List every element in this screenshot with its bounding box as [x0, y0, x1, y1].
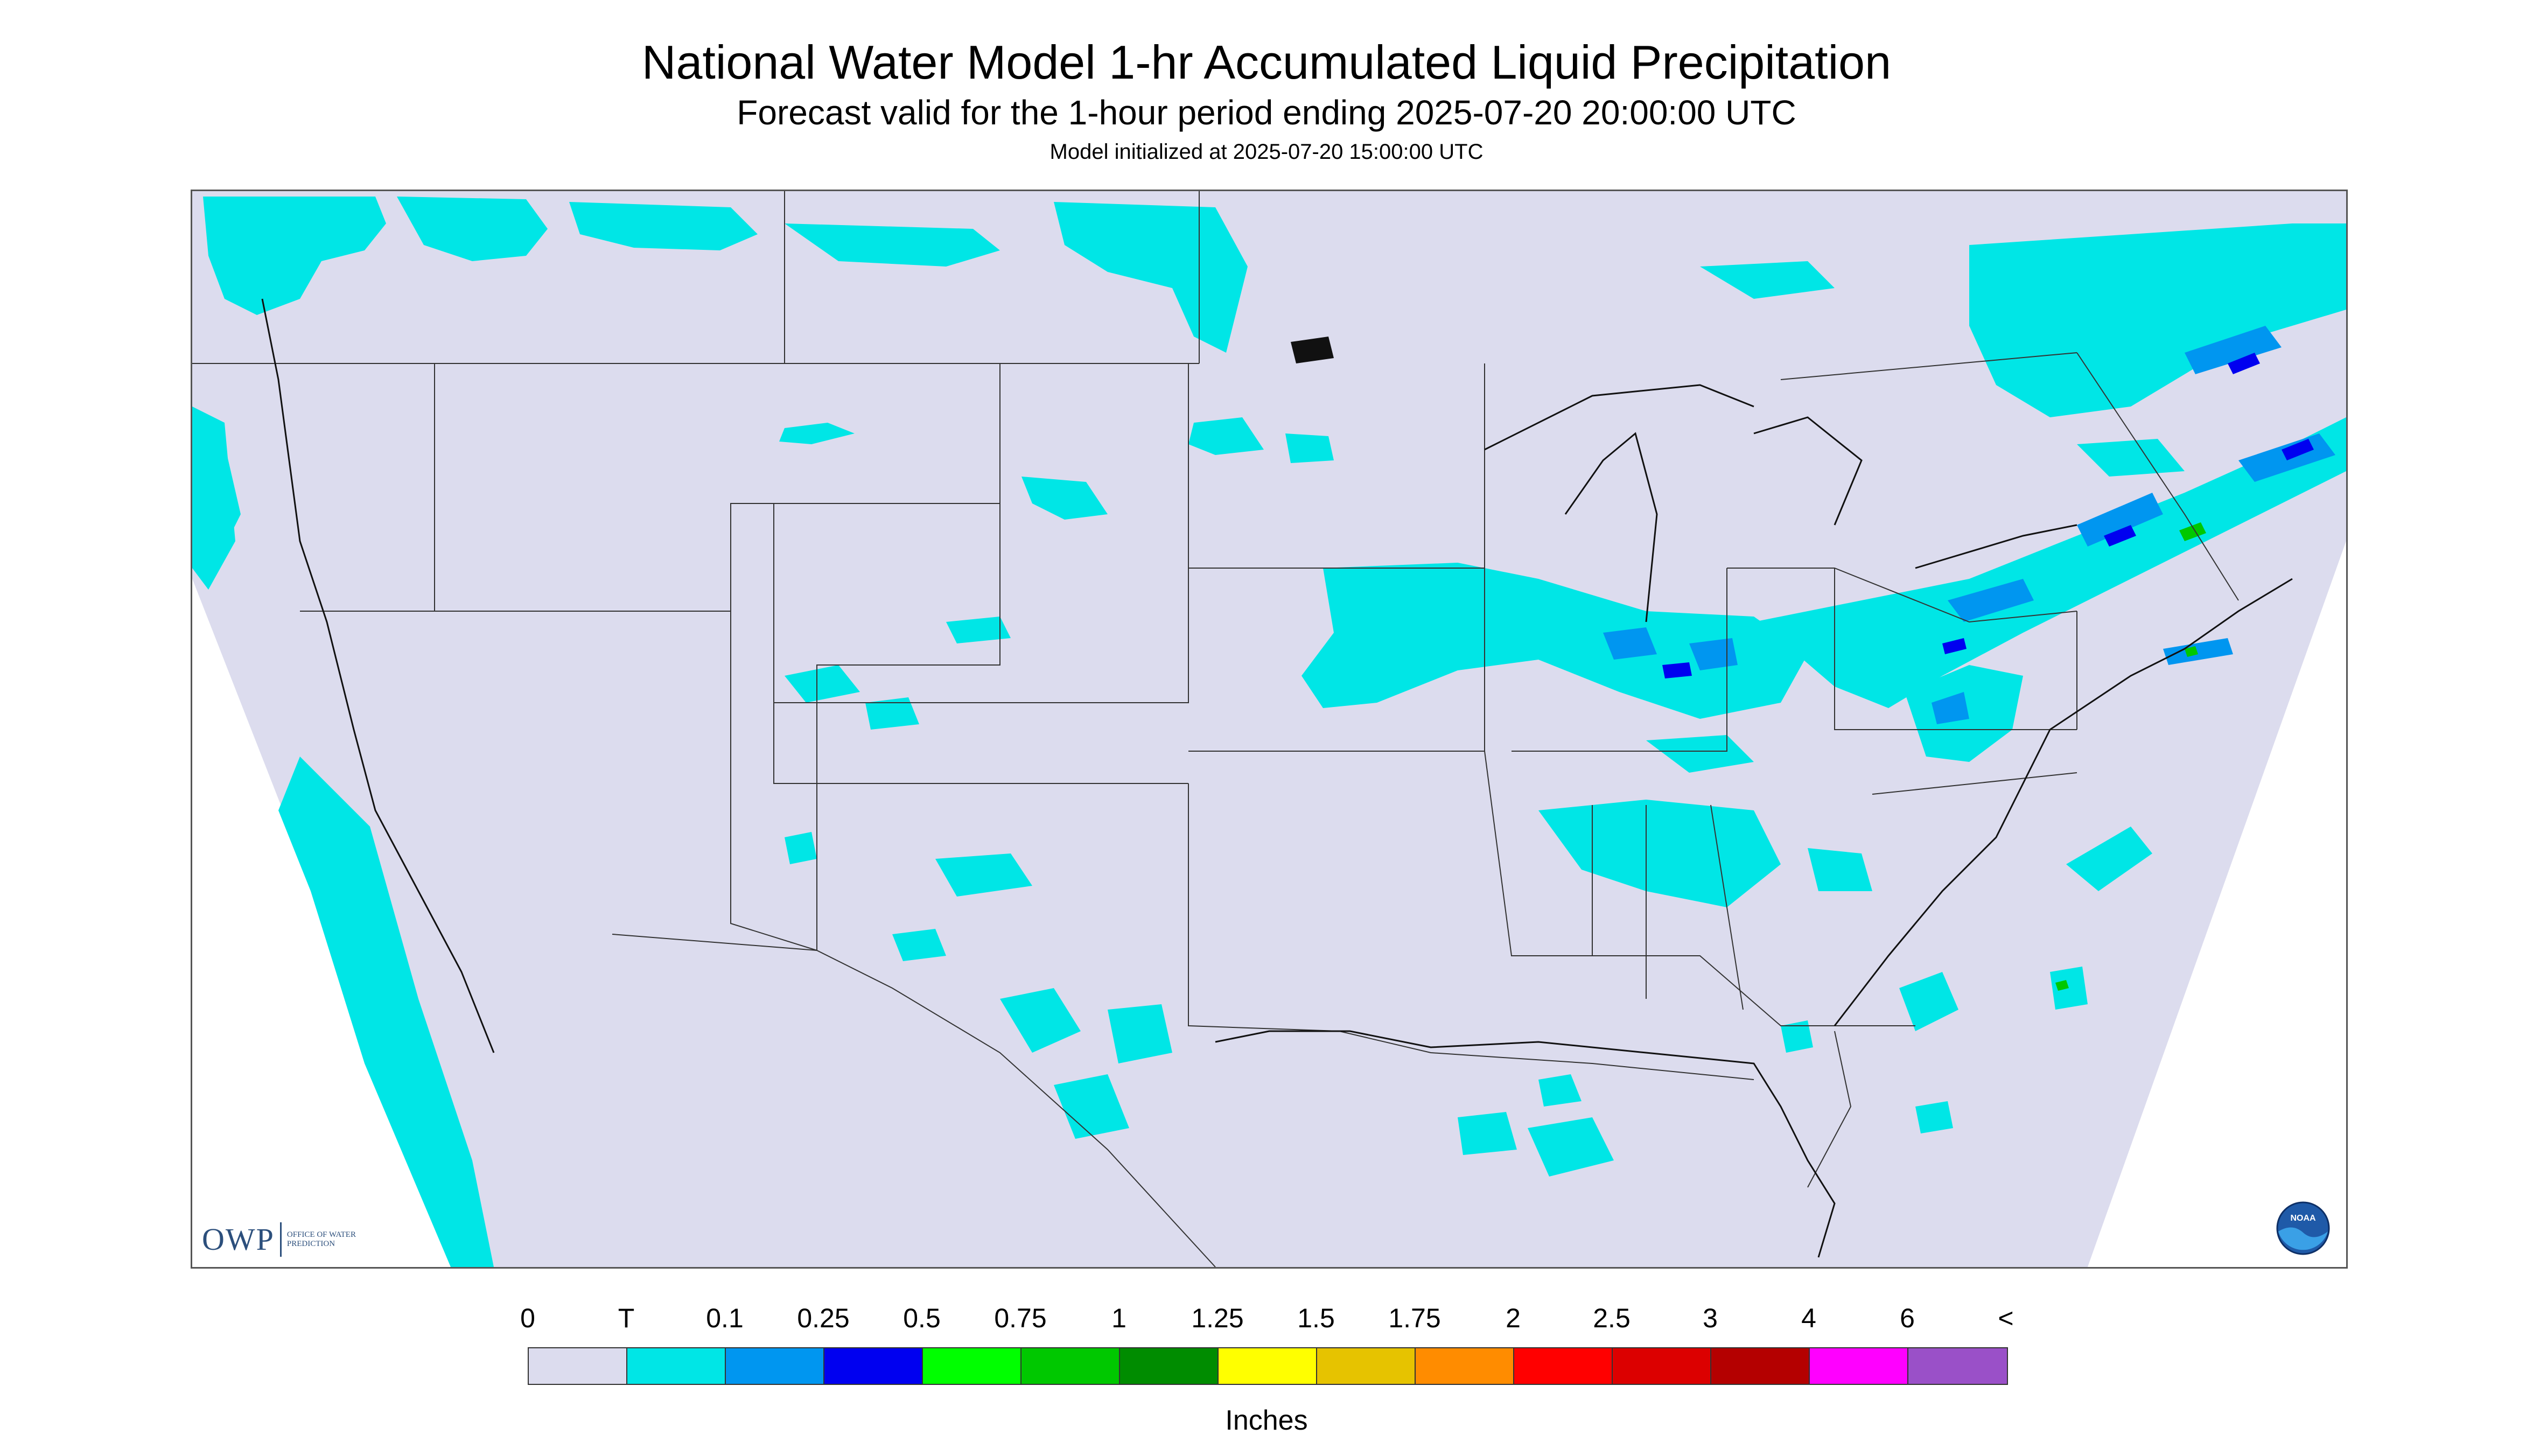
legend-label: 0.1 [706, 1303, 744, 1333]
owp-logo-subtext: OFFICE OF WATER PREDICTION [286, 1230, 356, 1248]
boundary-lines [192, 191, 2239, 1267]
owp-logo: OWP OFFICE OF WATER PREDICTION [202, 1221, 357, 1257]
legend-swatch [1810, 1348, 1908, 1384]
legend-label: 3 [1703, 1303, 1718, 1333]
precipitation-map: OWP OFFICE OF WATER PREDICTION NOAA [191, 190, 2348, 1269]
legend-swatch [824, 1348, 923, 1384]
svg-text:NOAA: NOAA [2290, 1214, 2316, 1223]
precip-trace-areas [192, 197, 2346, 1177]
legend-labels: 0 T 0.1 0.25 0.5 0.75 1 1.25 1.5 1.75 2 2.5 3 4 6 < [0, 1303, 2533, 1335]
legend-label: 0.75 [994, 1303, 1047, 1333]
legend-swatch [1514, 1348, 1613, 1384]
model-domain [192, 191, 2346, 1267]
outside-domain-right [2088, 541, 2346, 1267]
owp-logo-text: OWP [202, 1222, 275, 1257]
legend-swatch [1613, 1348, 1711, 1384]
legend-label: 1.25 [1191, 1303, 1244, 1333]
legend-color-bar [528, 1347, 2008, 1385]
legend-swatch [1021, 1348, 1120, 1384]
legend-label: 0.5 [903, 1303, 941, 1333]
legend-label: 2 [1506, 1303, 1521, 1333]
legend-swatch [1908, 1348, 2007, 1384]
legend-label: 1.75 [1388, 1303, 1441, 1333]
legend-swatch [1416, 1348, 1514, 1384]
map-title: National Water Model 1-hr Accumulated Li… [641, 36, 1892, 89]
legend-units: Inches [1225, 1405, 1308, 1436]
legend-label: T [618, 1303, 635, 1333]
legend-swatch [1120, 1348, 1219, 1384]
legend-label: 1.5 [1297, 1303, 1335, 1333]
map-subtitle: Forecast valid for the 1-hour period end… [737, 93, 1796, 132]
legend-swatch [726, 1348, 824, 1384]
precip-moderate-cells [1662, 353, 2314, 678]
legend-swatch [923, 1348, 1021, 1384]
legend-swatch [1711, 1348, 1810, 1384]
legend-swatch [627, 1348, 726, 1384]
lakes [1291, 337, 1334, 363]
legend-label: < [1998, 1303, 2014, 1333]
owp-logo-divider [279, 1222, 282, 1257]
precip-heavy-cells [2055, 522, 2206, 991]
legend-swatch [529, 1348, 627, 1384]
legend-label: 4 [1801, 1303, 1816, 1333]
legend-swatch [1219, 1348, 1317, 1384]
coastlines [261, 298, 2293, 1258]
legend-label: 2.5 [1593, 1303, 1631, 1333]
legend-label: 0.25 [797, 1303, 850, 1333]
legend-label: 1 [1111, 1303, 1126, 1333]
noaa-logo: NOAA [2276, 1201, 2330, 1255]
legend-swatch [1317, 1348, 1416, 1384]
legend-label: 0 [520, 1303, 535, 1333]
legend-label: 6 [1900, 1303, 1915, 1333]
model-init-line: Model initialized at 2025-07-20 15:00:00… [1049, 140, 1484, 164]
